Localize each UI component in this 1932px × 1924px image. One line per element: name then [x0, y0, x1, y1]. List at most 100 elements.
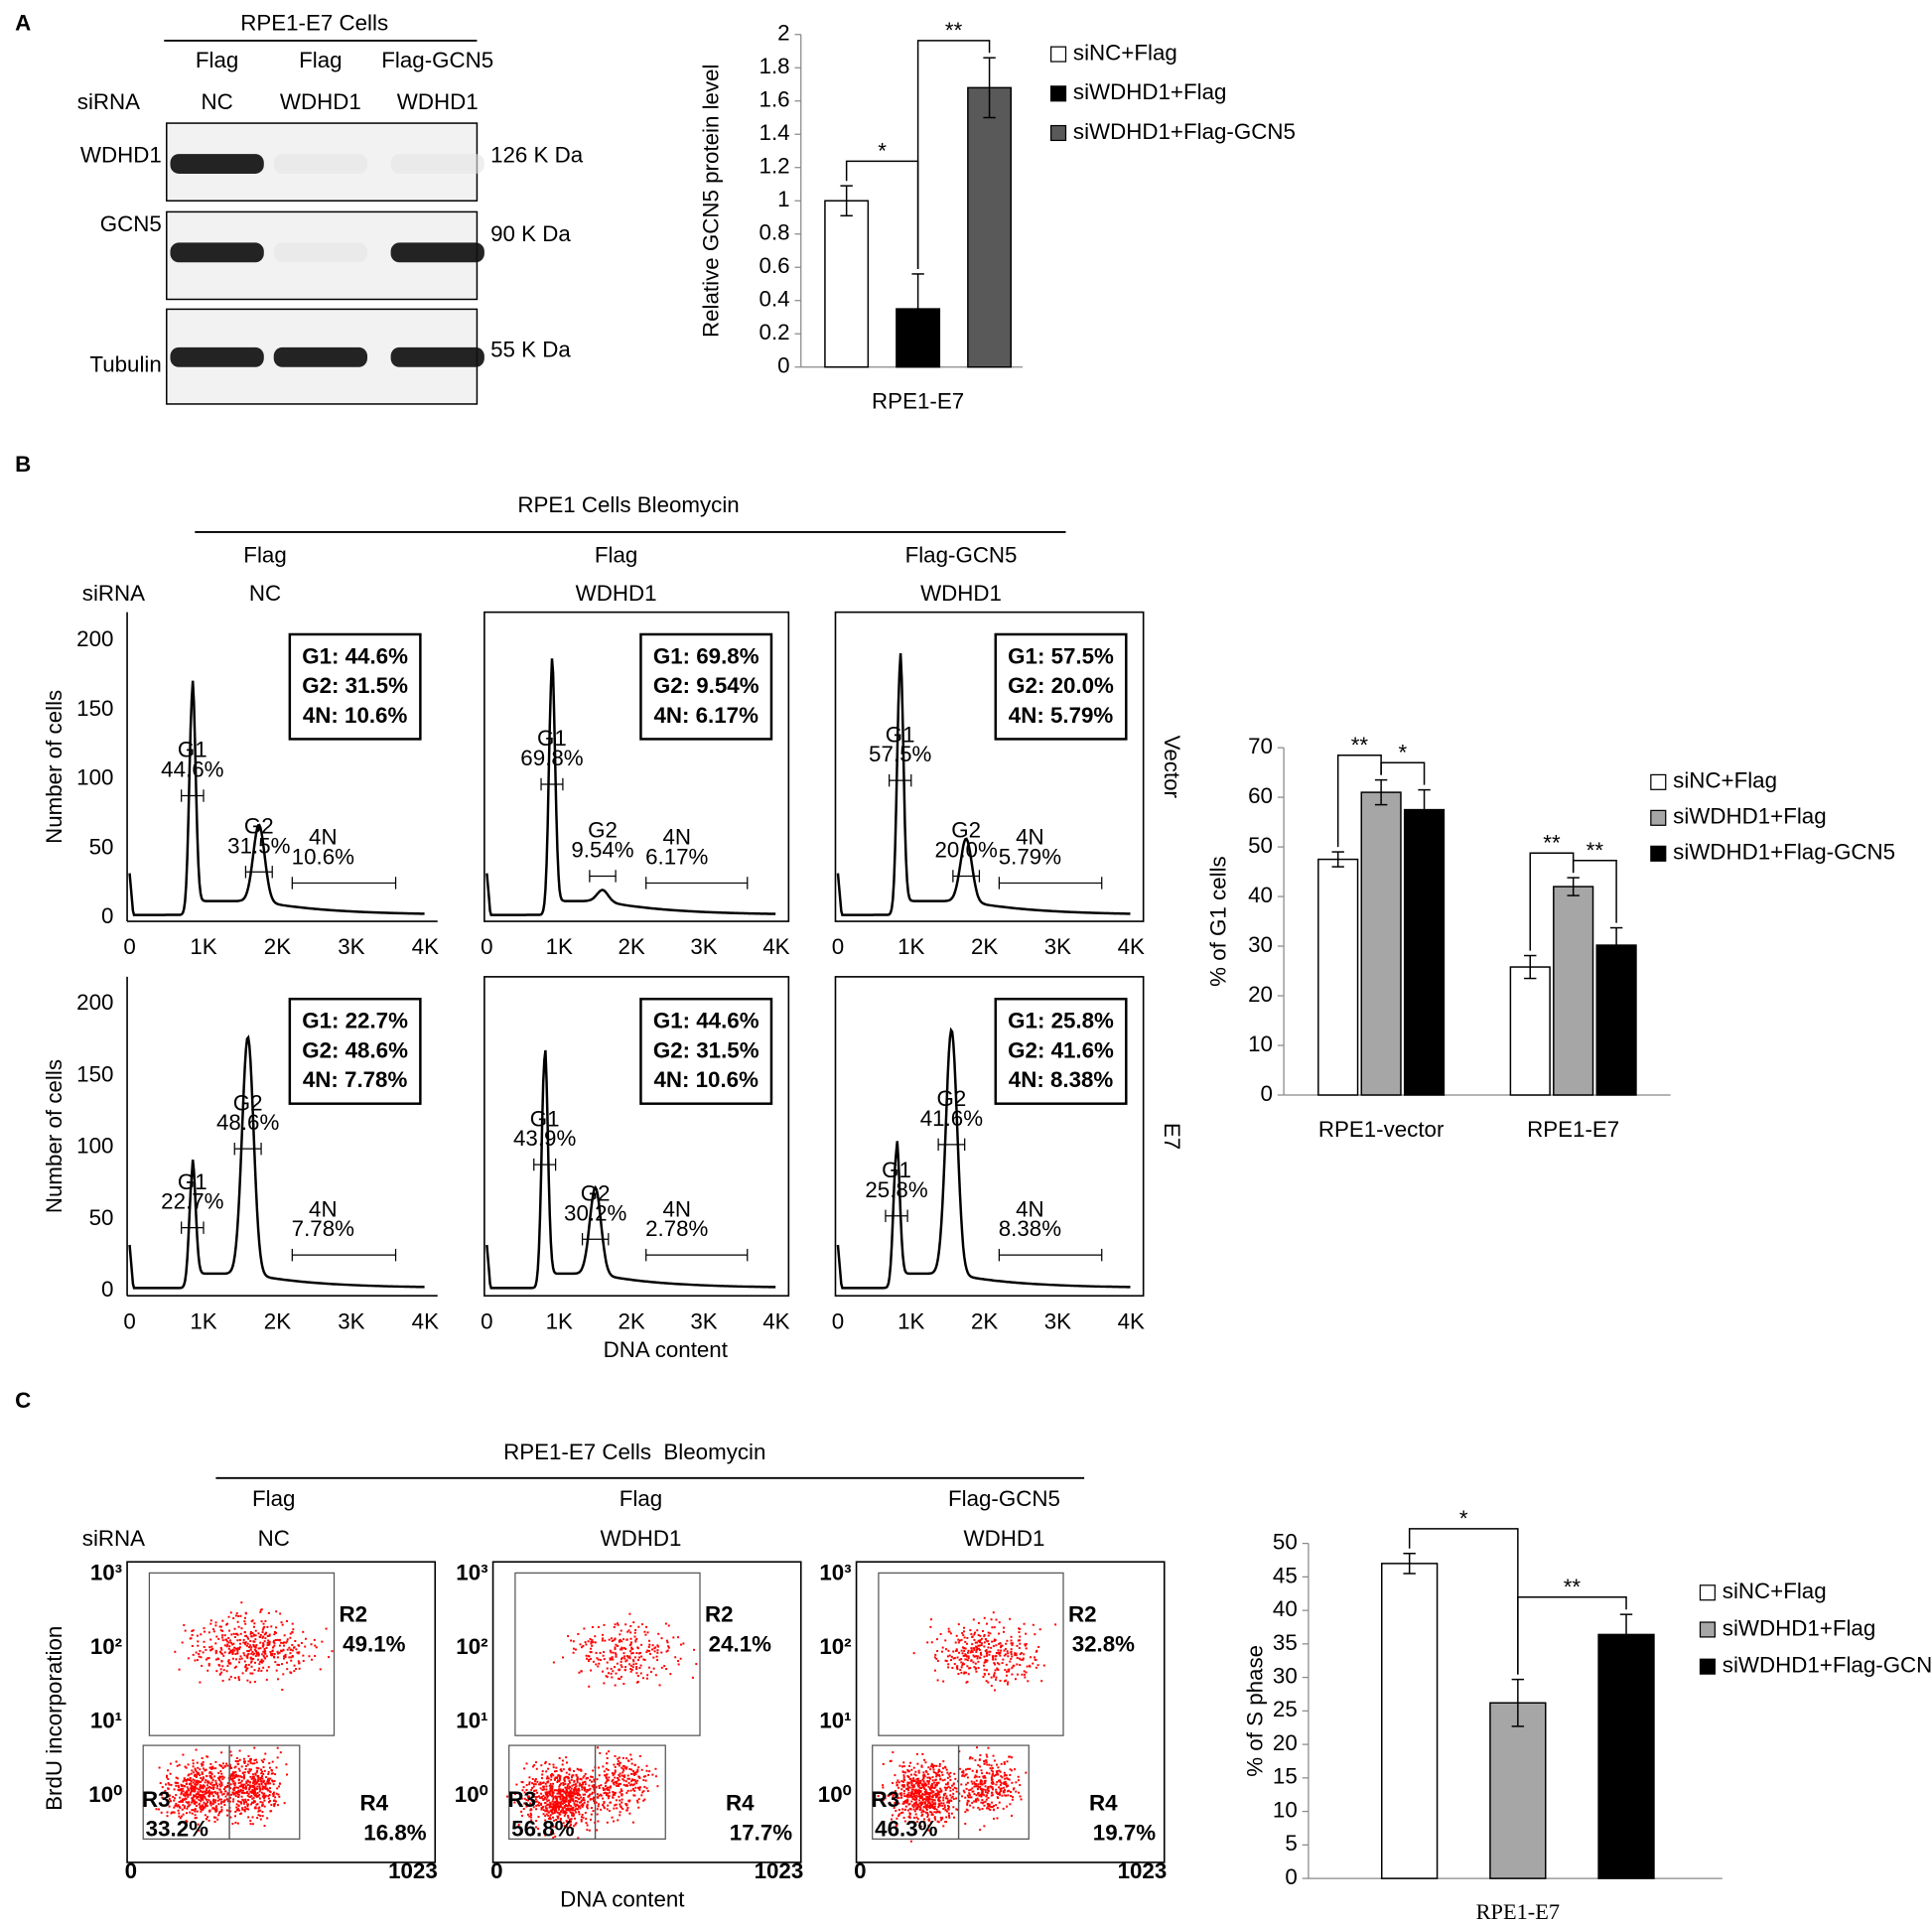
event-dot — [997, 1766, 1000, 1769]
event-dot — [176, 1764, 179, 1767]
event-dot — [286, 1661, 288, 1664]
event-dot — [914, 1774, 917, 1777]
event-dot — [976, 1641, 979, 1644]
event-dot — [233, 1776, 236, 1779]
event-dot — [579, 1643, 582, 1646]
event-dot — [628, 1767, 631, 1770]
event-dot — [204, 1795, 207, 1798]
event-dot — [204, 1806, 207, 1809]
event-dot — [186, 1782, 189, 1785]
event-dot — [571, 1831, 574, 1834]
event-dot — [894, 1801, 897, 1804]
column-label: Flag — [299, 48, 342, 72]
event-dot — [262, 1781, 265, 1784]
event-dot — [252, 1775, 255, 1778]
event-dot — [196, 1780, 199, 1783]
event-dot — [1005, 1794, 1008, 1797]
event-dot — [227, 1659, 230, 1662]
event-dot — [576, 1779, 579, 1782]
event-dot — [580, 1796, 583, 1799]
event-dot — [249, 1648, 252, 1651]
event-dot — [603, 1770, 606, 1773]
event-dot — [536, 1795, 539, 1798]
legend-swatch — [1699, 1584, 1716, 1601]
event-dot — [565, 1820, 568, 1823]
event-dot — [936, 1792, 939, 1795]
event-dot — [919, 1807, 922, 1810]
event-dot — [654, 1767, 657, 1770]
event-dot — [965, 1787, 968, 1790]
y-tick-label: 30 — [1273, 1664, 1298, 1689]
event-dot — [608, 1776, 611, 1779]
event-dot — [943, 1786, 946, 1789]
event-dot — [983, 1645, 986, 1648]
event-dot — [563, 1778, 566, 1781]
event-dot — [213, 1790, 216, 1793]
event-dot — [1019, 1635, 1022, 1638]
event-dot — [214, 1792, 217, 1795]
event-dot — [986, 1807, 989, 1810]
event-dot — [973, 1647, 976, 1650]
event-dot — [909, 1761, 912, 1764]
event-dot — [184, 1629, 187, 1632]
event-dot — [520, 1814, 523, 1817]
event-dot — [250, 1665, 253, 1668]
event-dot — [182, 1804, 185, 1807]
x-tick-label: RPE1-E7 — [872, 389, 964, 414]
event-dot — [979, 1765, 982, 1768]
event-dot — [998, 1801, 1001, 1804]
event-dot — [223, 1790, 226, 1793]
region-value: 56.8% — [511, 1817, 574, 1842]
event-dot — [258, 1667, 261, 1670]
event-dot — [550, 1785, 553, 1788]
event-dot — [534, 1761, 537, 1764]
event-dot — [250, 1657, 253, 1660]
event-dot — [677, 1636, 680, 1639]
event-dot — [621, 1808, 624, 1810]
event-dot — [253, 1783, 256, 1786]
event-dot — [915, 1798, 918, 1801]
event-dot — [273, 1780, 276, 1783]
event-dot — [549, 1789, 552, 1792]
y-tick-label: 10² — [456, 1634, 487, 1659]
event-dot — [581, 1786, 584, 1789]
event-dot — [594, 1635, 597, 1638]
event-dot — [244, 1669, 247, 1672]
event-dot — [945, 1797, 948, 1800]
event-dot — [252, 1640, 255, 1643]
event-dot — [601, 1804, 604, 1807]
bar — [1509, 966, 1551, 1096]
significance-label: ** — [1587, 838, 1604, 863]
event-dot — [282, 1648, 285, 1651]
event-dot — [902, 1784, 905, 1787]
event-dot — [539, 1783, 542, 1786]
event-dot — [243, 1810, 246, 1813]
event-dot — [547, 1767, 550, 1770]
event-dot — [250, 1803, 253, 1806]
event-dot — [268, 1790, 271, 1793]
event-dot — [564, 1799, 567, 1802]
event-dot — [259, 1633, 262, 1636]
event-dot — [536, 1800, 539, 1803]
event-dot — [553, 1778, 556, 1781]
event-dot — [576, 1789, 579, 1792]
event-dot — [660, 1651, 663, 1654]
event-dot — [273, 1642, 276, 1645]
event-dot — [263, 1656, 266, 1659]
event-dot — [249, 1644, 252, 1647]
event-dot — [634, 1786, 637, 1789]
event-dot — [201, 1794, 204, 1797]
event-dot — [258, 1793, 261, 1796]
event-dot — [616, 1780, 619, 1783]
event-dot — [932, 1790, 935, 1793]
event-dot — [261, 1811, 264, 1814]
event-dot — [249, 1761, 252, 1764]
event-dot — [630, 1783, 633, 1786]
event-dot — [964, 1773, 967, 1776]
event-dot — [202, 1794, 205, 1797]
event-dot — [958, 1767, 961, 1770]
event-dot — [328, 1656, 331, 1659]
event-dot — [269, 1800, 271, 1803]
event-dot — [263, 1797, 266, 1800]
event-dot — [572, 1794, 575, 1797]
